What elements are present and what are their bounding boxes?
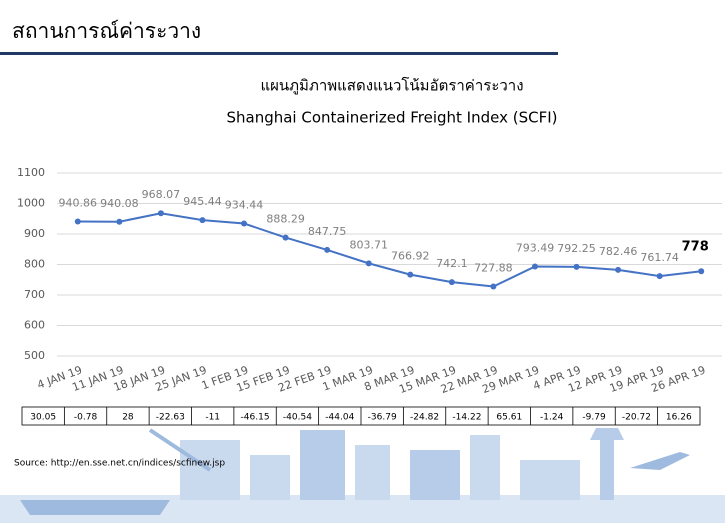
table-cell: -44.04 [325,413,354,423]
value-label: 803.71 [349,238,388,251]
table-cell: -22.63 [156,413,185,423]
point [490,283,496,289]
point [366,260,372,266]
point [407,272,413,278]
point [75,219,81,225]
point [657,273,663,279]
value-label: 940.08 [100,197,139,210]
value-label: 945.44 [183,195,222,208]
value-label: 968.07 [142,188,181,201]
table-cell: -0.78 [74,413,98,423]
chart-subtitle: Shanghai Containerized Freight Index (SC… [226,109,557,127]
value-label: 727.88 [474,261,513,274]
point [532,263,538,269]
point [574,264,580,270]
y-tick-label: 900 [24,227,45,240]
y-tick-label: 500 [24,349,45,362]
value-label: 934.44 [225,198,264,211]
y-tick-label: 1100 [17,166,45,179]
point [449,279,455,285]
table-cell: -20.72 [622,413,651,423]
value-label: 778 [682,240,709,255]
table-cell: -46.15 [241,413,270,423]
table-cell: -36.79 [368,413,397,423]
value-label: 761.74 [640,251,679,264]
y-tick-label: 1000 [17,197,45,210]
point [698,268,704,274]
point [199,217,205,223]
value-label: 742.1 [436,257,468,270]
table-cell: -9.79 [582,413,606,423]
slide: สถานการณ์ค่าระวาง แผนภูมิภาพแสดงแนวโน้มอ… [0,0,725,523]
skyline-decoration [0,428,725,523]
point [324,247,330,253]
point [615,267,621,273]
point [158,210,164,216]
value-label: 782.46 [599,245,638,258]
table-cell: -1.24 [540,413,564,423]
table-cell: -11 [205,413,220,423]
table-cell: -40.54 [283,413,312,423]
source-note: Source: http://en.sse.net.cn/indices/scf… [14,459,225,469]
table-cell: 16.26 [666,413,692,423]
value-label: 847.75 [308,225,347,238]
point [241,220,247,226]
title-underline [0,52,558,55]
y-tick-label: 600 [24,319,45,332]
page-title: สถานการณ์ค่าระวาง [12,19,201,43]
y-tick-label: 700 [24,288,45,301]
table-cell: 28 [122,413,134,423]
value-label: 792.25 [557,242,596,255]
table-cell: 30.05 [30,413,56,423]
value-label: 766.92 [391,250,430,263]
value-label: 888.29 [266,213,305,226]
table-cell: -24.82 [410,413,439,423]
point [283,235,289,241]
point [116,219,122,225]
value-label: 940.86 [59,197,98,210]
table-cell: 65.61 [496,413,522,423]
table-cell: -14.22 [452,413,481,423]
chart-title: แผนภูมิภาพแสดงแนวโน้มอัตราค่าระวาง [260,77,523,95]
y-tick-label: 800 [24,258,45,271]
value-label: 793.49 [516,241,555,254]
